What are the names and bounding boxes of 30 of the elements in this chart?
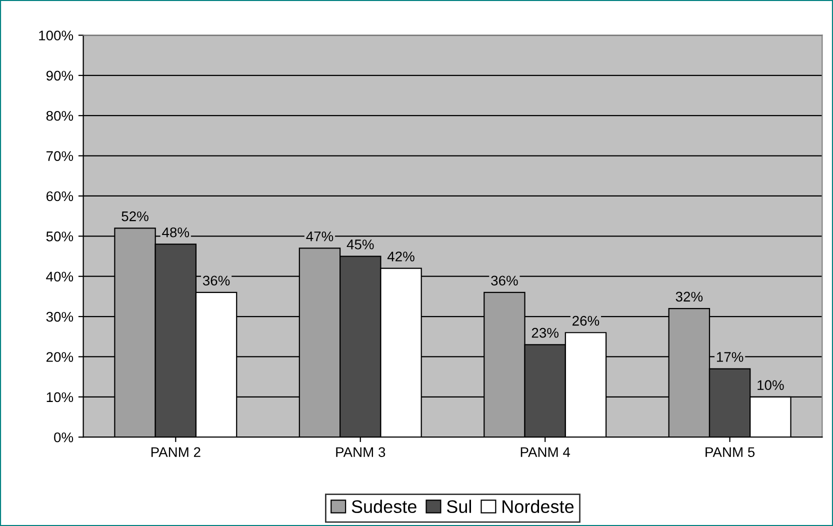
y-tick-label: 10% bbox=[46, 392, 74, 402]
text: 45% bbox=[346, 240, 374, 250]
y-tick-label: 70% bbox=[46, 151, 74, 161]
text: 17% bbox=[716, 352, 744, 362]
text: 36% bbox=[202, 276, 230, 286]
x-tick-label: PANM 3 bbox=[336, 447, 386, 458]
y-tick-label: 100% bbox=[39, 30, 74, 40]
text: 36% bbox=[491, 276, 518, 286]
text: 23% bbox=[532, 328, 558, 338]
y-tick-label: 50% bbox=[46, 232, 74, 242]
y-tick-label: 30% bbox=[46, 312, 74, 322]
text: 32% bbox=[676, 292, 703, 302]
y-tick-label: 90% bbox=[46, 70, 74, 81]
y-tick-label: 80% bbox=[46, 110, 74, 121]
x-tick-label: PANM 5 bbox=[706, 447, 755, 458]
y-tick-label: 60% bbox=[46, 191, 74, 202]
text: 26% bbox=[572, 316, 600, 326]
x-tick-label: PANM 4 bbox=[520, 447, 570, 457]
text: 47% bbox=[306, 232, 334, 242]
text: 42% bbox=[387, 252, 414, 262]
legend-label: Nordeste bbox=[502, 500, 574, 514]
x-tick-label: PANM 2 bbox=[151, 447, 200, 457]
y-tick-label: 20% bbox=[46, 352, 74, 362]
legend-label: Sudeste bbox=[352, 500, 416, 514]
y-tick-label: 0% bbox=[54, 432, 74, 442]
legend-label: Sul bbox=[446, 500, 472, 514]
y-tick-label: 40% bbox=[46, 272, 74, 282]
text: 10% bbox=[758, 380, 784, 390]
text: 52% bbox=[122, 211, 148, 222]
text: 48% bbox=[162, 227, 190, 238]
